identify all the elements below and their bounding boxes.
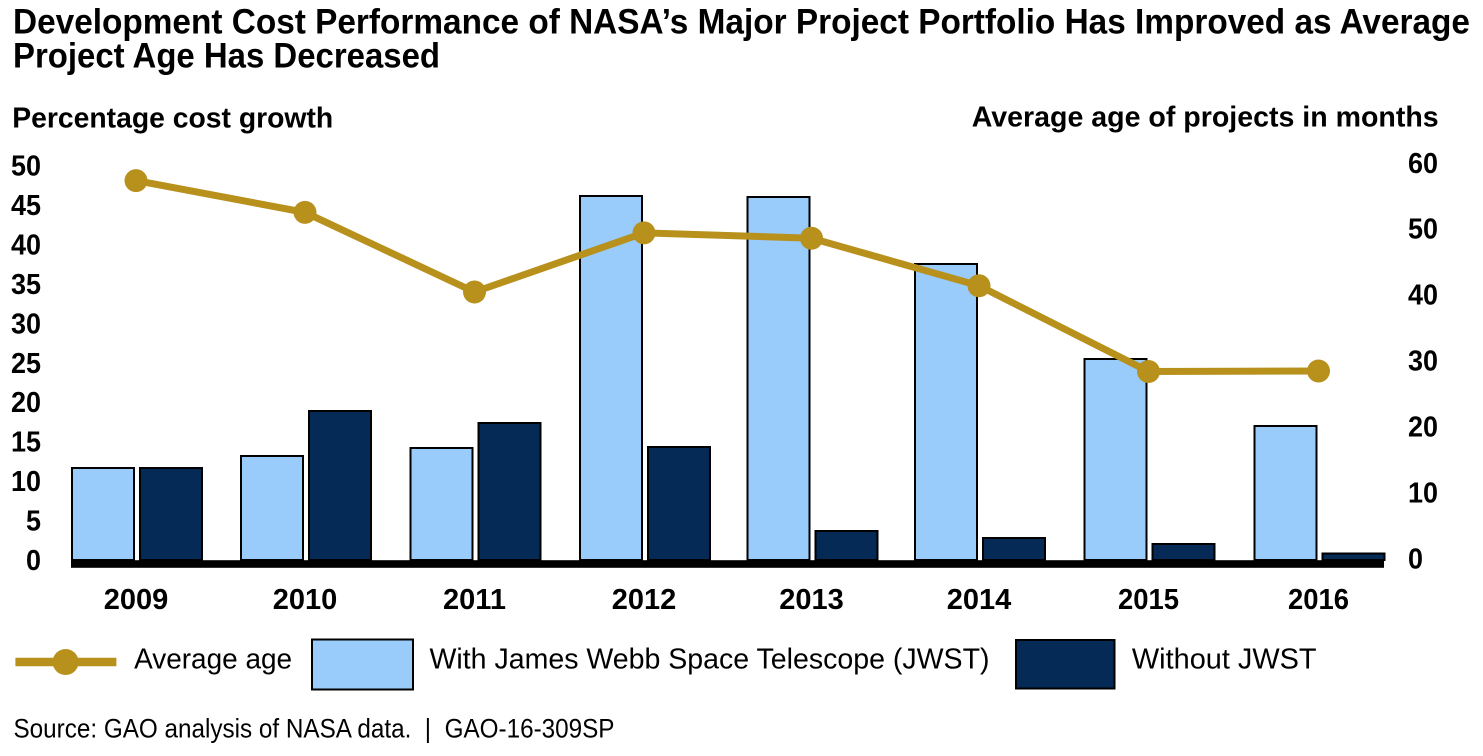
svg-text:35: 35 (11, 269, 41, 301)
svg-text:40: 40 (1408, 280, 1438, 312)
svg-text:2011: 2011 (443, 584, 506, 616)
svg-text:0: 0 (1408, 544, 1423, 576)
svg-text:Development Cost Performance o: Development Cost Performance of NASA’s M… (13, 2, 1470, 41)
svg-text:30: 30 (11, 308, 41, 340)
svg-text:20: 20 (1408, 412, 1438, 444)
svg-text:50: 50 (1408, 214, 1438, 246)
svg-text:Source: GAO analysis of NASA d: Source: GAO analysis of NASA data. | GAO… (14, 714, 615, 744)
svg-text:2012: 2012 (612, 584, 677, 616)
svg-text:2010: 2010 (273, 584, 338, 616)
svg-text:0: 0 (26, 545, 41, 577)
svg-text:45: 45 (11, 190, 41, 222)
svg-text:5: 5 (26, 506, 41, 538)
svg-text:2015: 2015 (1118, 584, 1179, 616)
svg-text:40: 40 (11, 229, 41, 261)
svg-text:With James Webb Space Telescop: With James Webb Space Telescope (JWST) (430, 644, 990, 676)
svg-text:60: 60 (1408, 148, 1438, 180)
svg-text:15: 15 (11, 427, 41, 459)
svg-text:30: 30 (1408, 346, 1438, 378)
svg-text:Percentage cost growth: Percentage cost growth (12, 103, 333, 135)
svg-text:Average age: Average age (134, 644, 292, 676)
svg-text:50: 50 (11, 151, 41, 183)
svg-text:2009: 2009 (104, 584, 169, 616)
svg-text:10: 10 (1408, 478, 1438, 510)
svg-text:Without JWST: Without JWST (1132, 644, 1317, 676)
svg-text:10: 10 (11, 466, 41, 498)
svg-text:Average age of projects in mon: Average age of projects in months (972, 102, 1439, 134)
svg-text:2016: 2016 (1288, 584, 1349, 616)
svg-text:20: 20 (11, 387, 41, 419)
svg-text:2014: 2014 (947, 584, 1012, 616)
svg-text:2013: 2013 (779, 584, 844, 616)
svg-text:Project Age Has Decreased: Project Age Has Decreased (13, 36, 440, 75)
svg-text:25: 25 (11, 348, 41, 380)
